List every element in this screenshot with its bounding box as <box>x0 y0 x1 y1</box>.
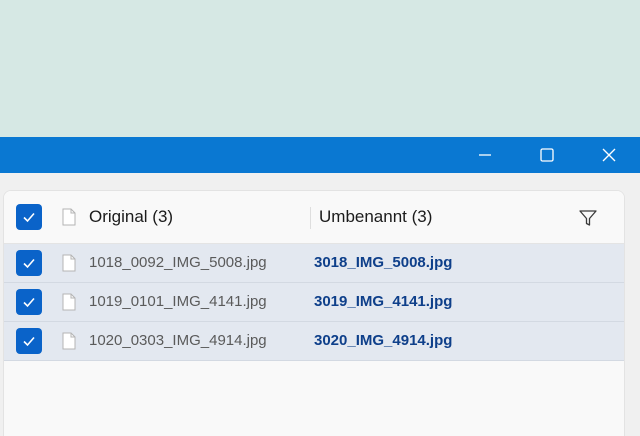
table-row[interactable]: 1020_0303_IMG_4914.jpg 3020_IMG_4914.jpg <box>4 322 624 361</box>
renamed-filename: 3019_IMG_4141.jpg <box>314 293 453 310</box>
column-divider[interactable] <box>310 207 311 229</box>
row-checkbox[interactable] <box>16 289 42 315</box>
original-filename: 1018_0092_IMG_5008.jpg <box>89 254 267 271</box>
renamed-column-header[interactable]: Umbenannt (3) <box>319 207 433 226</box>
minimize-icon <box>479 154 491 156</box>
file-list-panel: Original (3) Umbenannt (3) 1018_0092_IMG… <box>3 190 625 436</box>
checkmark-icon <box>23 258 35 269</box>
original-filename: 1020_0303_IMG_4914.jpg <box>89 332 267 349</box>
close-button[interactable] <box>578 137 640 173</box>
close-icon <box>602 148 616 162</box>
file-icon <box>62 332 76 350</box>
filter-icon <box>579 210 597 226</box>
title-bar[interactable] <box>0 137 640 173</box>
original-filename: 1019_0101_IMG_4141.jpg <box>89 293 267 310</box>
file-icon <box>62 254 76 272</box>
maximize-button[interactable] <box>516 137 578 173</box>
checkmark-icon <box>23 297 35 308</box>
filter-button[interactable] <box>576 207 600 229</box>
original-column-header[interactable]: Original (3) <box>89 207 174 226</box>
maximize-icon <box>540 148 554 162</box>
renamed-filename: 3018_IMG_5008.jpg <box>314 254 453 271</box>
select-all-checkbox[interactable] <box>16 204 42 230</box>
checkmark-icon <box>23 336 35 347</box>
table-row[interactable]: 1019_0101_IMG_4141.jpg 3019_IMG_4141.jpg <box>4 283 624 322</box>
window-body: Original (3) Umbenannt (3) 1018_0092_IMG… <box>0 173 640 436</box>
checkmark-icon <box>23 212 35 223</box>
row-checkbox[interactable] <box>16 250 42 276</box>
renamed-filename: 3020_IMG_4914.jpg <box>314 332 453 349</box>
row-checkbox[interactable] <box>16 328 42 354</box>
table-row[interactable]: 1018_0092_IMG_5008.jpg 3018_IMG_5008.jpg <box>4 244 624 283</box>
file-icon <box>62 293 76 311</box>
file-icon <box>62 208 76 226</box>
table-header: Original (3) Umbenannt (3) <box>4 191 624 244</box>
minimize-button[interactable] <box>454 137 516 173</box>
